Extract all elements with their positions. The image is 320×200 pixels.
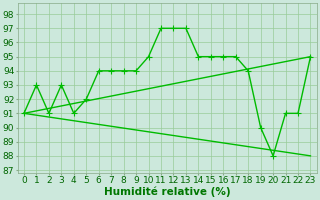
X-axis label: Humidité relative (%): Humidité relative (%) (104, 187, 230, 197)
